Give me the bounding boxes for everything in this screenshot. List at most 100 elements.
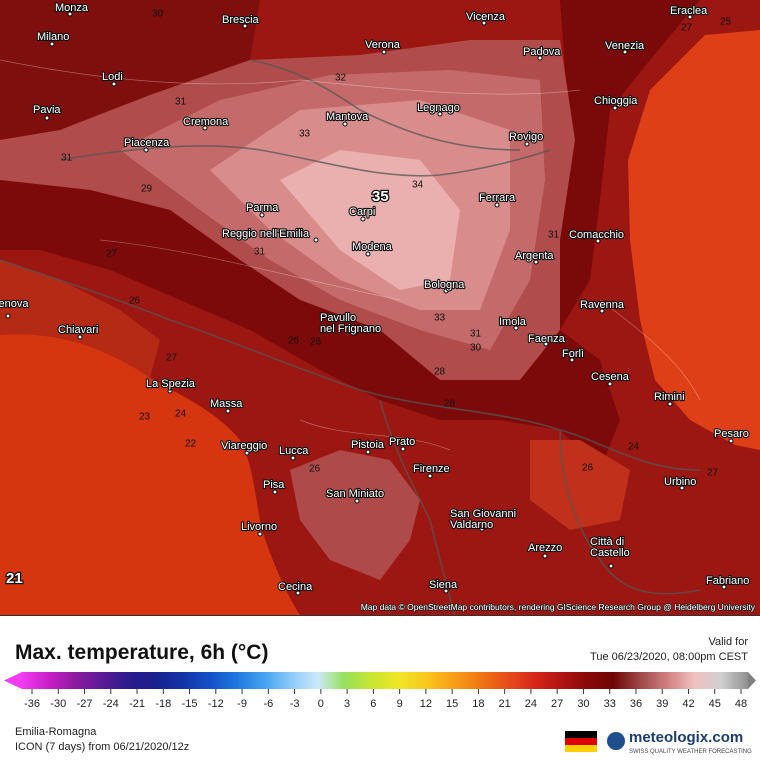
logo-mark	[607, 732, 625, 750]
colorbar-tick-label: 3	[344, 698, 350, 710]
city-label: Milano	[37, 31, 69, 43]
contour-label: 31	[548, 230, 560, 241]
colorbar-tick-label: -24	[103, 698, 119, 710]
contour-label: 27	[707, 468, 719, 479]
city-label: Piacenza	[124, 137, 170, 149]
contour-label: 24	[628, 442, 640, 453]
colorbar-tick-label: 15	[446, 698, 458, 710]
city-marker	[167, 388, 173, 394]
city-label: Cesena	[591, 371, 630, 383]
city-label: Viareggio	[221, 440, 267, 452]
city-label: Pavullo	[320, 312, 356, 324]
city-layer: Monza Brescia Verona Vicenza Padova Venezia Er…	[0, 1, 751, 596]
colorbar-tick-label: -12	[208, 698, 224, 710]
city-label: Pistoia	[351, 439, 385, 451]
city-label: Modena	[352, 241, 393, 253]
flag	[565, 731, 597, 752]
city-marker	[481, 20, 487, 26]
city-marker	[244, 450, 250, 456]
contour-label: 24	[175, 409, 187, 420]
colorbar-arrow-low	[4, 672, 22, 689]
city-label: Venezia	[605, 40, 645, 52]
colorbar-tick-label: 27	[551, 698, 563, 710]
city-label: Forlì	[562, 348, 584, 360]
contour-label: 25	[720, 17, 732, 28]
eastern-lowland	[540, 0, 700, 330]
valid-label: Valid for	[708, 636, 748, 648]
city-label: nel Frignano	[320, 323, 381, 335]
city-label: Comacchio	[569, 229, 624, 241]
city-label: Ferrara	[479, 192, 516, 204]
city-marker	[622, 49, 628, 55]
colorbar-tick-label: -27	[77, 698, 93, 710]
city-marker	[595, 238, 601, 244]
city-marker	[437, 111, 443, 117]
arno-valley	[290, 450, 420, 580]
contour-label: 33	[299, 129, 311, 140]
tagline: SWISS QUALITY WEATHER FORECASTING	[629, 749, 752, 755]
colorbar-tick-label: 24	[525, 698, 537, 710]
city-label: Legnago	[417, 102, 460, 114]
highlight-label: 21	[6, 570, 23, 587]
city-label: San Miniato	[326, 488, 384, 500]
city-label: Pisa	[263, 479, 285, 491]
city-marker	[721, 584, 727, 590]
city-marker	[259, 212, 265, 218]
contour-label: 33	[434, 313, 446, 324]
map: Monza Brescia Verona Vicenza Padova Venezia Er…	[0, 0, 760, 615]
city-label: Lodi	[102, 71, 123, 83]
city-label: Chiavari	[58, 324, 98, 336]
city-marker	[354, 498, 360, 504]
city-marker	[360, 216, 366, 222]
contour-label: 29	[141, 184, 153, 195]
ligurian-sea	[0, 334, 300, 615]
contour-label: 26	[288, 336, 300, 347]
city-label: Valdarno	[450, 519, 493, 531]
city-marker	[225, 408, 231, 414]
contour-label: 27	[106, 249, 118, 260]
city-marker	[533, 259, 539, 265]
contour-label: 30	[470, 343, 482, 354]
city-marker	[494, 202, 500, 208]
city-marker	[513, 325, 519, 331]
city-label: Reggio nell'Emilia	[222, 228, 310, 240]
contour-label: 31	[254, 247, 266, 258]
city-marker	[202, 125, 208, 131]
city-label: Ravenna	[580, 299, 625, 311]
city-marker	[679, 485, 685, 491]
city-marker	[365, 251, 371, 257]
colorbar-tick-label: 18	[472, 698, 484, 710]
colorbar-tick-label: -36	[24, 698, 40, 710]
colorbar-tick-label: 21	[499, 698, 511, 710]
city-label: Pesaro	[714, 428, 749, 440]
city-marker	[5, 313, 11, 319]
model-run: ICON (7 days) from 06/21/2020/12z	[15, 741, 189, 753]
city-marker	[667, 401, 673, 407]
po-valley-core	[280, 150, 460, 290]
city-marker	[427, 473, 433, 479]
city-label: Padova	[523, 46, 561, 58]
city-marker	[687, 14, 693, 20]
city-label: Rovigo	[509, 131, 543, 143]
city-marker	[272, 489, 278, 495]
colorbar-tick-label: 42	[682, 698, 694, 710]
city-label: Chioggia	[594, 95, 638, 107]
city-marker	[257, 531, 263, 537]
colorbar-tick-label: 33	[604, 698, 616, 710]
city-marker	[607, 381, 613, 387]
city-marker	[728, 438, 734, 444]
contour-label: 31	[470, 329, 482, 340]
contour-label: 31	[175, 97, 187, 108]
colorbar-gradient	[22, 672, 748, 689]
city-marker	[143, 147, 149, 153]
city-label: Eraclea	[670, 5, 708, 17]
city-label: Cremona	[183, 116, 229, 128]
city-marker	[365, 449, 371, 455]
region: Emilia-Romagna	[15, 726, 97, 738]
adriatic-sea	[628, 30, 760, 450]
apennines	[0, 180, 620, 470]
colorbar-tick-label: 12	[420, 698, 432, 710]
highlight-label: 35	[372, 188, 389, 205]
contour-label: 28	[444, 399, 456, 410]
city-marker	[352, 330, 358, 336]
